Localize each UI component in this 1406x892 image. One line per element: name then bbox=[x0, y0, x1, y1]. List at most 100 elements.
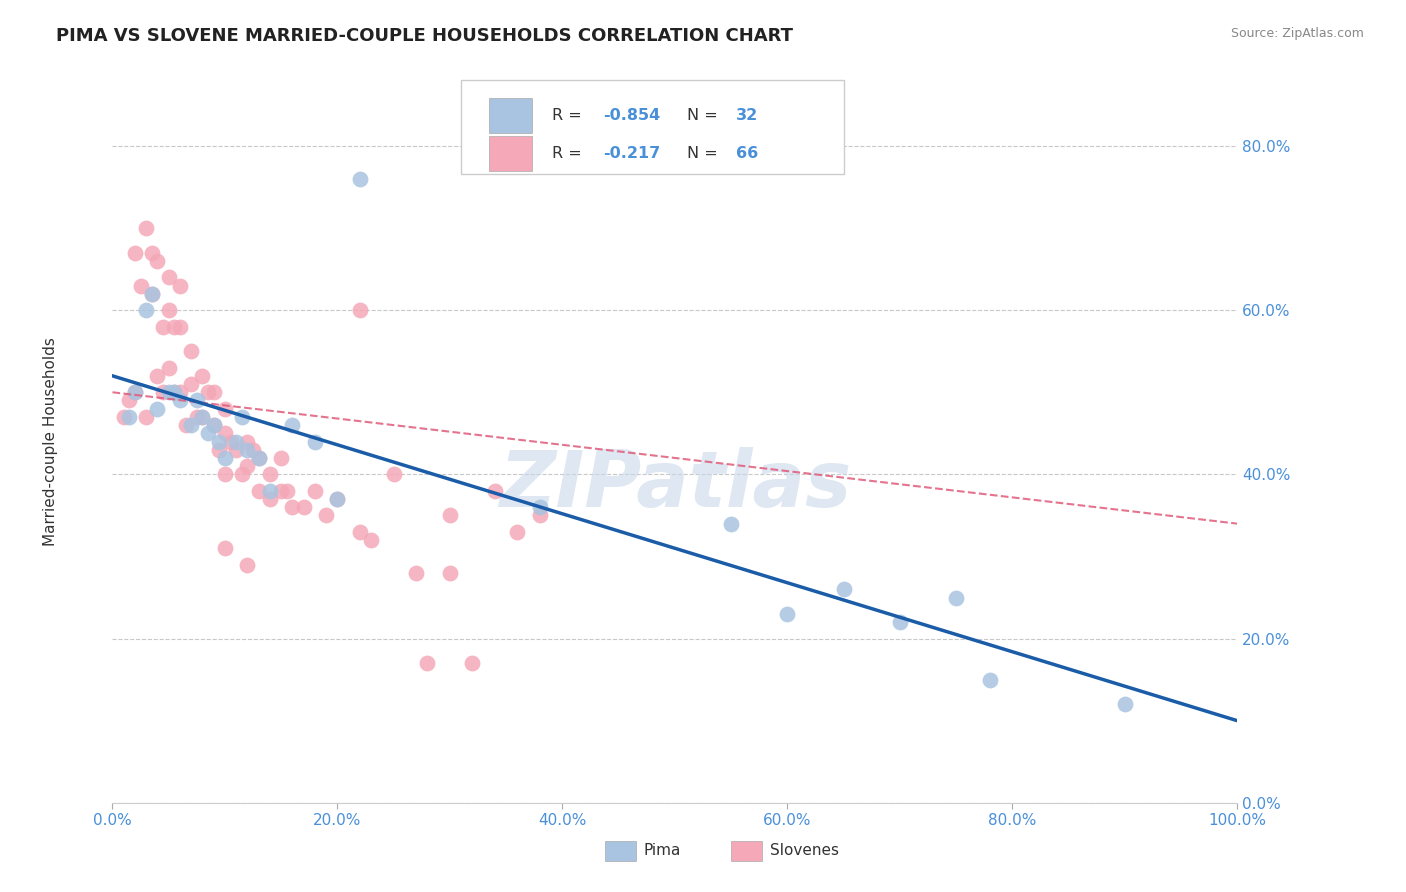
Point bbox=[214, 541, 236, 556]
Point bbox=[180, 377, 202, 392]
Point bbox=[146, 368, 169, 383]
Point bbox=[208, 434, 231, 449]
Point bbox=[326, 491, 349, 506]
Point bbox=[1114, 698, 1136, 712]
Point bbox=[118, 409, 141, 424]
Point bbox=[315, 508, 337, 523]
Point bbox=[529, 508, 551, 523]
Point bbox=[225, 434, 247, 449]
Point bbox=[124, 245, 146, 260]
Point bbox=[169, 385, 191, 400]
Text: -0.854: -0.854 bbox=[603, 108, 661, 123]
Point bbox=[720, 516, 742, 531]
Point bbox=[247, 450, 270, 465]
Point bbox=[186, 393, 208, 408]
Point bbox=[776, 607, 799, 621]
Point bbox=[124, 385, 146, 400]
Point bbox=[169, 278, 191, 293]
Text: 66: 66 bbox=[735, 145, 758, 161]
Point bbox=[157, 303, 180, 318]
Point bbox=[129, 278, 152, 293]
Point bbox=[349, 524, 371, 539]
Text: PIMA VS SLOVENE MARRIED-COUPLE HOUSEHOLDS CORRELATION CHART: PIMA VS SLOVENE MARRIED-COUPLE HOUSEHOLD… bbox=[56, 27, 793, 45]
FancyBboxPatch shape bbox=[489, 98, 531, 133]
Text: N =: N = bbox=[688, 145, 723, 161]
Point bbox=[416, 657, 439, 671]
Point bbox=[382, 467, 405, 482]
Point bbox=[349, 171, 371, 186]
Point bbox=[270, 450, 292, 465]
Text: Married-couple Households: Married-couple Households bbox=[44, 337, 58, 546]
Point bbox=[484, 483, 506, 498]
Point bbox=[214, 401, 236, 416]
Point bbox=[360, 533, 382, 547]
Text: Pima: Pima bbox=[644, 844, 682, 858]
Point bbox=[202, 385, 225, 400]
Point bbox=[141, 286, 163, 301]
Point bbox=[146, 401, 169, 416]
Point bbox=[247, 450, 270, 465]
Point bbox=[163, 319, 186, 334]
Point bbox=[231, 467, 253, 482]
Point bbox=[304, 434, 326, 449]
Point bbox=[259, 467, 281, 482]
Point bbox=[157, 360, 180, 375]
FancyBboxPatch shape bbox=[489, 136, 531, 170]
Point bbox=[304, 483, 326, 498]
Point bbox=[152, 319, 174, 334]
Point bbox=[135, 221, 157, 235]
Point bbox=[180, 418, 202, 433]
Point bbox=[979, 673, 1001, 687]
Point bbox=[506, 524, 529, 539]
Point bbox=[141, 286, 163, 301]
Point bbox=[236, 558, 259, 572]
Point bbox=[945, 591, 967, 605]
Text: 32: 32 bbox=[735, 108, 758, 123]
Point bbox=[247, 483, 270, 498]
Point bbox=[135, 409, 157, 424]
Text: R =: R = bbox=[553, 145, 588, 161]
Point bbox=[349, 303, 371, 318]
Point bbox=[214, 450, 236, 465]
Point bbox=[169, 319, 191, 334]
Point bbox=[135, 303, 157, 318]
Point bbox=[242, 442, 264, 457]
Point bbox=[292, 500, 315, 515]
Point bbox=[326, 491, 349, 506]
Point bbox=[231, 409, 253, 424]
Point bbox=[112, 409, 135, 424]
Point bbox=[157, 385, 180, 400]
Point bbox=[276, 483, 298, 498]
Text: -0.217: -0.217 bbox=[603, 145, 661, 161]
Point bbox=[208, 442, 231, 457]
Point bbox=[152, 385, 174, 400]
Point bbox=[281, 500, 304, 515]
Point bbox=[174, 418, 197, 433]
Point bbox=[146, 253, 169, 268]
Point bbox=[157, 270, 180, 285]
Point bbox=[439, 508, 461, 523]
Point bbox=[197, 426, 219, 441]
Point bbox=[236, 442, 259, 457]
Point bbox=[214, 426, 236, 441]
Point bbox=[219, 434, 242, 449]
Point bbox=[197, 385, 219, 400]
Text: R =: R = bbox=[553, 108, 588, 123]
Point bbox=[191, 409, 214, 424]
Text: N =: N = bbox=[688, 108, 723, 123]
Text: Source: ZipAtlas.com: Source: ZipAtlas.com bbox=[1230, 27, 1364, 40]
Point bbox=[163, 385, 186, 400]
Point bbox=[281, 418, 304, 433]
Text: Slovenes: Slovenes bbox=[770, 844, 839, 858]
Point bbox=[529, 500, 551, 515]
Point bbox=[236, 459, 259, 474]
Point bbox=[214, 467, 236, 482]
Point bbox=[191, 409, 214, 424]
Point bbox=[259, 491, 281, 506]
Point bbox=[439, 566, 461, 580]
Point bbox=[118, 393, 141, 408]
Point bbox=[270, 483, 292, 498]
Point bbox=[236, 434, 259, 449]
Point bbox=[405, 566, 427, 580]
Point bbox=[180, 344, 202, 359]
